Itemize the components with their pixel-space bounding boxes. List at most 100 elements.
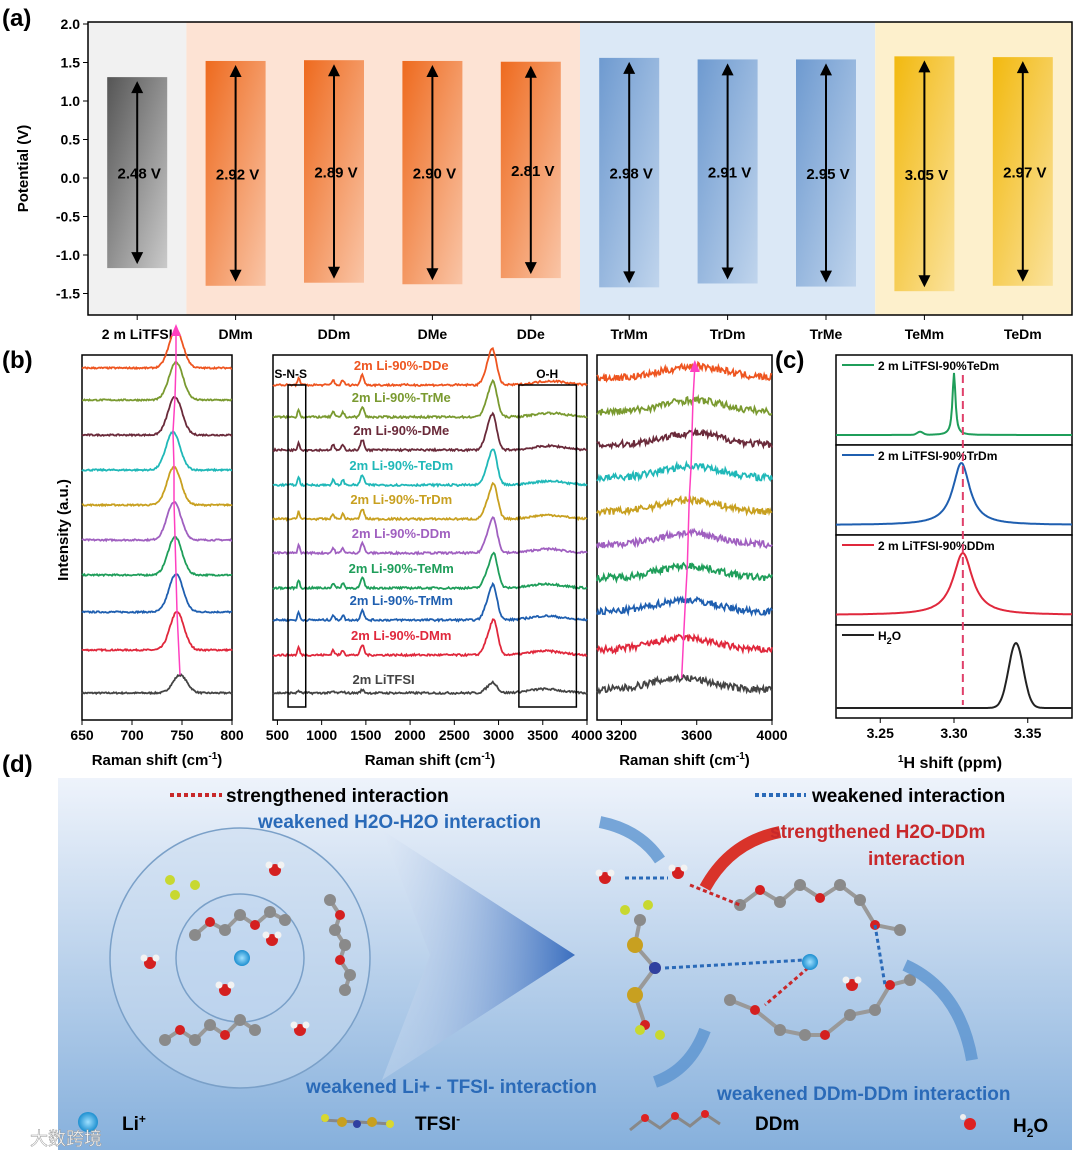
nmr-subplot-frame xyxy=(835,624,1073,719)
series-label: 2m Li-90%-DDm xyxy=(352,526,451,541)
raman-trace xyxy=(596,494,773,517)
nitrogen-atom xyxy=(649,962,661,974)
raman-trace xyxy=(82,361,233,402)
y-tick-label: -1.0 xyxy=(56,247,80,263)
atom xyxy=(234,1014,246,1026)
raman-trace xyxy=(81,673,233,696)
atom xyxy=(344,969,356,981)
atom xyxy=(159,1034,171,1046)
x-tick-label: 3600 xyxy=(681,727,712,743)
fluorine-atom xyxy=(655,1030,665,1040)
arrow-head-up-icon xyxy=(918,60,931,73)
arrow-head-down-icon xyxy=(623,271,636,284)
peak-shift-arrow-icon xyxy=(689,360,700,372)
atom xyxy=(750,1005,760,1015)
li-tfsi-arrow xyxy=(652,1027,711,1088)
x-tick-label: 2000 xyxy=(395,727,426,743)
hydrogen-atom xyxy=(607,869,615,877)
fluorine-atom xyxy=(170,890,180,900)
watermark: 大数跨境 xyxy=(30,1129,102,1149)
plot-frame xyxy=(87,21,1073,316)
nmr-trace xyxy=(836,551,1072,616)
atom xyxy=(755,885,765,895)
x-tick-label: 2500 xyxy=(439,727,470,743)
atom xyxy=(885,980,895,990)
arrow-head-down-icon xyxy=(426,268,439,281)
raman-subplot-frame xyxy=(596,354,773,721)
series-label: 2m Li-90%-DDe xyxy=(354,358,449,373)
li-ion-sphere-right xyxy=(802,954,818,970)
peak-shift-arrow-icon xyxy=(171,324,181,336)
x-tick-label: 3.35 xyxy=(1014,725,1041,741)
arrow-head-up-icon xyxy=(131,81,144,94)
h2o-ddm-arrow xyxy=(699,826,782,891)
x-tick-label: 1000 xyxy=(306,727,337,743)
ddm-ddm-dotted-interaction xyxy=(873,924,887,986)
y-tick-label: 2.0 xyxy=(61,16,81,32)
hydrogen-atom xyxy=(227,981,235,989)
atom xyxy=(904,974,916,986)
fluorine-atom xyxy=(165,875,175,885)
atom xyxy=(220,1030,230,1040)
raman-trace xyxy=(596,426,773,451)
li-legend-icon xyxy=(78,1112,98,1132)
x-tick-label: 500 xyxy=(266,727,290,743)
raman-trace xyxy=(81,573,233,615)
x-tick-label: 3.30 xyxy=(940,725,967,741)
window-value-label: 2.90 V xyxy=(413,166,456,183)
ddm-legend-icon xyxy=(629,1110,721,1132)
hydrogen-atom xyxy=(854,976,862,984)
raman-trace xyxy=(596,632,773,656)
panel-b-raman-chart: 650 700 750 800 Raman shift (cm-1) 500 1000 150… xyxy=(55,324,788,769)
sns-region-label: S-N-S xyxy=(274,367,307,381)
tfsi-legend-icon xyxy=(321,1114,394,1128)
x-axis-label: Raman shift (cm-1) xyxy=(619,751,750,769)
transition-arrow xyxy=(382,830,575,1080)
y-tick-label: -1.5 xyxy=(56,286,80,302)
x-tick-label: 1500 xyxy=(350,727,381,743)
x-axis-label: Raman shift (cm-1) xyxy=(92,751,223,769)
arrow-head-down-icon xyxy=(131,252,144,265)
raman-trace xyxy=(272,448,588,488)
panel-label-b: (b) xyxy=(2,347,33,374)
arrow-head-down-icon xyxy=(328,266,340,279)
panel-c-nmr-chart: 2 m LiTFSI-90%TeDm 2 m LiTFSI-90%TrDm 2 m … xyxy=(835,354,1073,772)
water-molecule-icon xyxy=(144,957,156,969)
raman-trace xyxy=(81,465,233,508)
arrow-head-down-icon xyxy=(1016,269,1029,282)
legend-weakened-label: weakened interaction xyxy=(811,786,1005,807)
arrow-head-up-icon xyxy=(721,63,734,76)
water-molecule-icon xyxy=(294,1024,306,1036)
y-tick-label: 1.0 xyxy=(61,93,81,109)
hydrogen-atom xyxy=(274,931,282,939)
hydrogen-atom xyxy=(680,864,688,872)
y-tick-label: 0.0 xyxy=(61,170,81,186)
nmr-trace xyxy=(836,462,1072,526)
atom xyxy=(189,1034,201,1046)
sulfur-atom xyxy=(627,987,643,1003)
li-legend-label: Li+ xyxy=(122,1112,146,1135)
arrow-head-down-icon xyxy=(721,267,734,280)
atom xyxy=(724,994,736,1006)
fluorine-atom xyxy=(635,1025,645,1035)
annotation-li-tfsi: weakened Li+ - TFSI- interaction xyxy=(305,1077,597,1098)
x-tick-label: 700 xyxy=(120,727,144,743)
water-molecule-icon xyxy=(672,867,684,879)
raman-trace xyxy=(596,459,773,484)
x-tick-label: 2 m LiTFSI xyxy=(102,326,173,342)
raman-trace xyxy=(596,561,773,584)
arrow-head-down-icon xyxy=(524,262,537,275)
x-tick-label: 800 xyxy=(220,727,244,743)
x-tick-label: DDe xyxy=(517,326,545,342)
atom xyxy=(250,920,260,930)
arrow-head-up-icon xyxy=(426,64,439,77)
fluorine-atom xyxy=(643,900,653,910)
raman-trace xyxy=(272,481,588,522)
molecule-models xyxy=(140,861,916,1046)
x-tick-label: DMm xyxy=(218,326,252,342)
series-label: 2m Li-90%-TrDm xyxy=(350,492,452,507)
peak-shift-guide-line xyxy=(680,365,696,679)
sns-region-box xyxy=(287,384,307,708)
window-value-label: 2.89 V xyxy=(314,164,357,181)
raman-trace xyxy=(596,527,773,550)
